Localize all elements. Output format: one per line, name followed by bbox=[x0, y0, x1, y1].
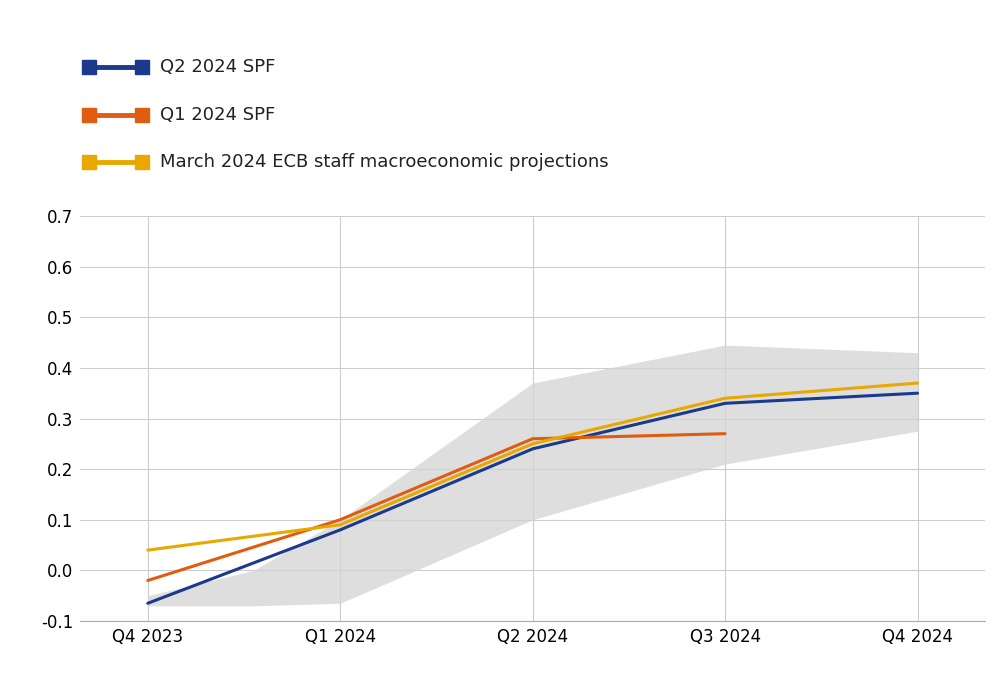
Text: Q1 2024 SPF: Q1 2024 SPF bbox=[160, 106, 275, 124]
Text: Q2 2024 SPF: Q2 2024 SPF bbox=[160, 58, 275, 76]
Text: March 2024 ECB staff macroeconomic projections: March 2024 ECB staff macroeconomic proje… bbox=[160, 153, 609, 171]
